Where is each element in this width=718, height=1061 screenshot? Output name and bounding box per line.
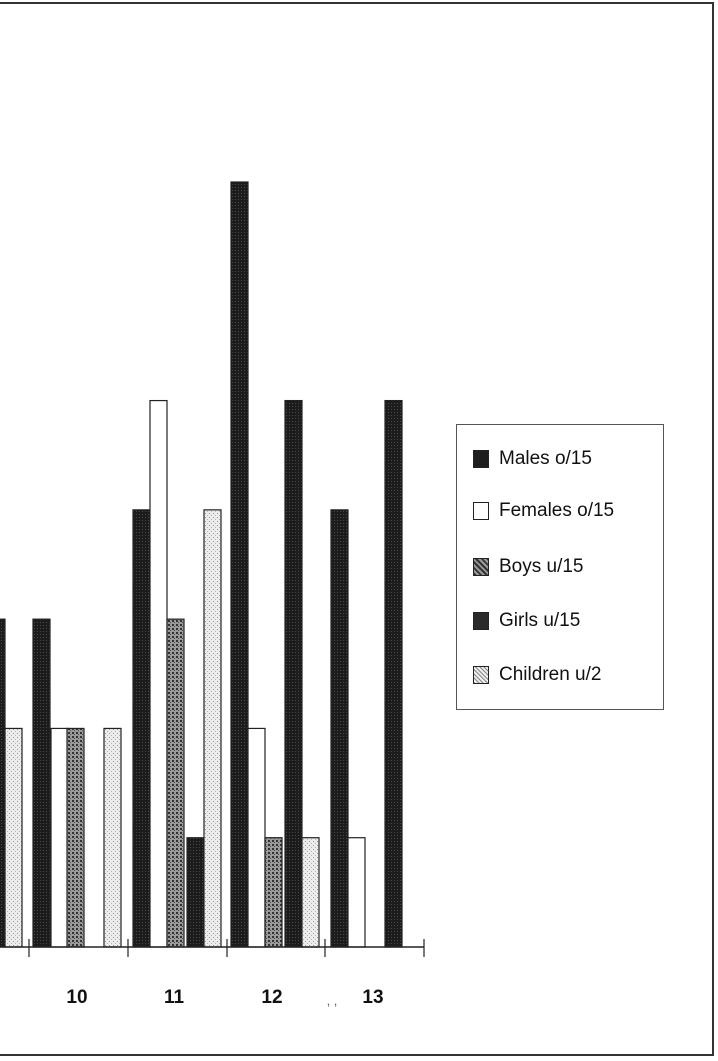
x-tick-label-12: 12 — [261, 987, 282, 1008]
bar-girls-u-15-left-edge-0 — [0, 618, 6, 948]
bar-children-u-2-10 — [103, 727, 122, 948]
legend-label: Females o/15 — [499, 500, 615, 521]
bar-females-o-15-12 — [247, 727, 266, 948]
legend-item-girls-u-15: Girls u/15 — [473, 609, 580, 633]
legend-item-males-o-15: Males o/15 — [473, 447, 592, 471]
bar-boys-u-15-12 — [264, 837, 283, 948]
legend-swatch-females-o-15 — [473, 502, 489, 520]
legend-swatch-children-u-2 — [473, 666, 489, 684]
bar-males-o-15-11 — [132, 509, 151, 948]
bar-males-o-15-12 — [230, 181, 249, 948]
bar-children-u-2-11 — [203, 509, 222, 948]
legend-label: Males o/15 — [499, 448, 592, 469]
legend-swatch-males-o-15 — [473, 450, 489, 468]
legend-label: Girls u/15 — [499, 610, 581, 631]
x-tick-label-11: 11 — [164, 987, 185, 1008]
bar-girls-u-15-11 — [186, 837, 205, 948]
bar-boys-u-15-10 — [66, 727, 85, 948]
bar-children-u-2-left-edge-1 — [4, 727, 23, 948]
x-axis — [0, 939, 425, 957]
scan-annotation: , , — [327, 993, 338, 1008]
legend-swatch-boys-u-15 — [473, 558, 489, 576]
legend-swatch-girls-u-15 — [473, 612, 489, 630]
bar-girls-u-15-13 — [384, 399, 403, 948]
legend-label: Boys u/15 — [499, 556, 584, 577]
legend: Males o/15 Females o/15 Boys u/15 Girls u/1… — [456, 424, 664, 710]
x-tick-labels: 10 11 12 13 , , — [66, 987, 383, 1008]
x-tick-label-10: 10 — [66, 987, 87, 1008]
bar-children-u-2-12 — [301, 837, 320, 948]
legend-item-children-u-2: Children u/2 — [473, 663, 601, 687]
x-tick-label-13: 13 — [362, 987, 383, 1008]
bar-boys-u-15-11 — [166, 618, 185, 948]
legend-item-females-o-15: Females o/15 — [473, 499, 614, 523]
legend-label: Children u/2 — [499, 664, 602, 685]
bar-males-o-15-13 — [330, 509, 349, 948]
legend-item-boys-u-15: Boys u/15 — [473, 555, 584, 579]
bar-females-o-15-11 — [149, 399, 168, 948]
bar-males-o-15-left-edge-2 — [32, 618, 51, 948]
bar-females-o-15-10 — [50, 727, 69, 948]
bars-layer — [0, 181, 403, 948]
bar-females-o-15-13 — [347, 837, 366, 948]
bar-girls-u-15-12 — [284, 399, 303, 948]
